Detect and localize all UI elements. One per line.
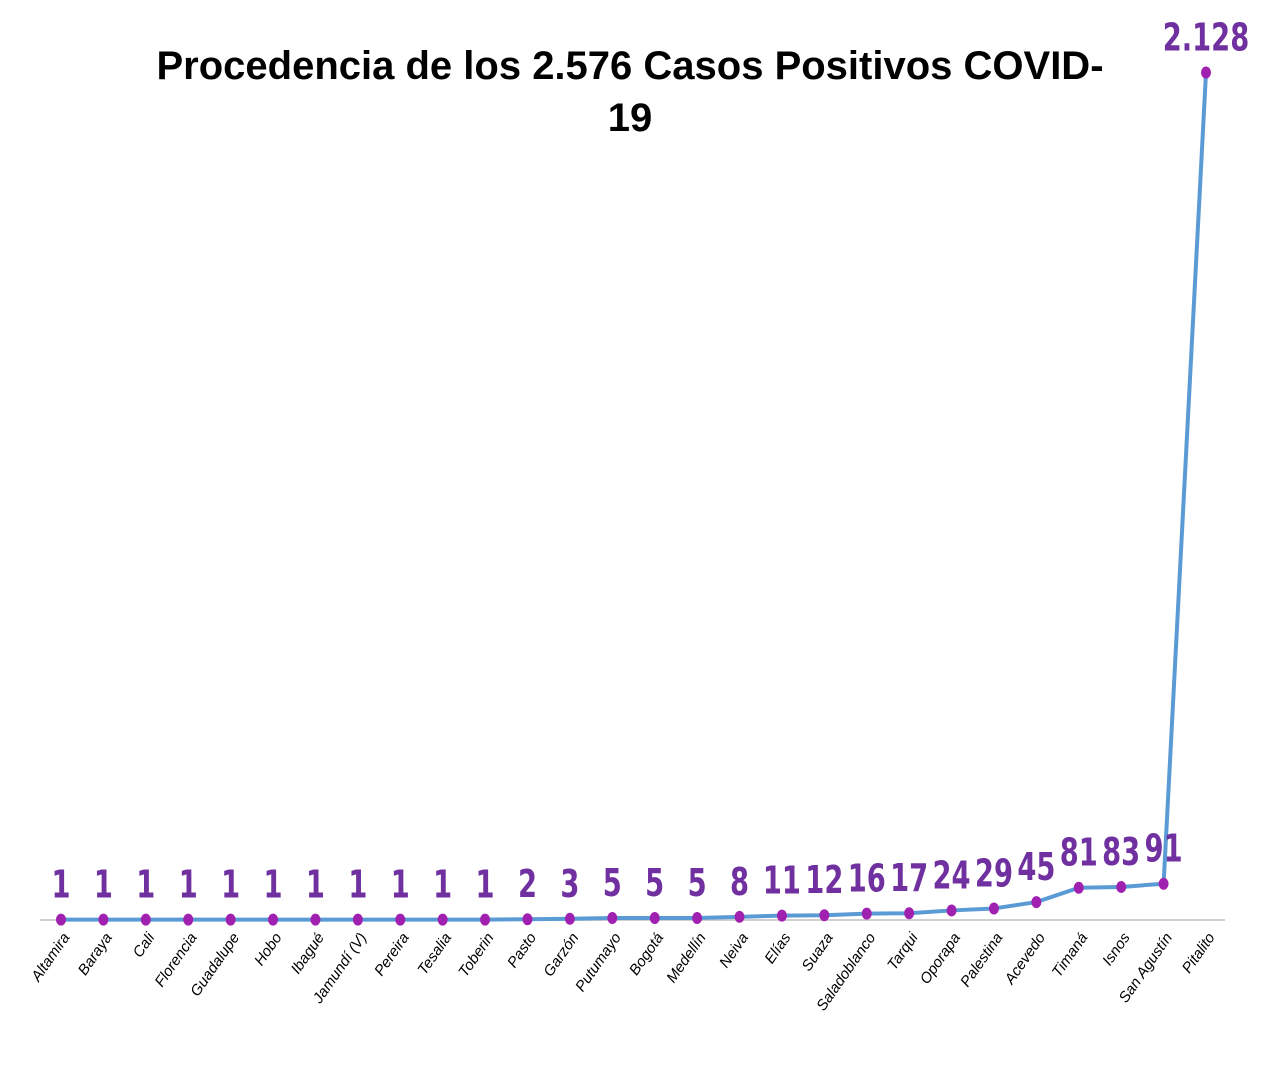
data-label: 12 [805,858,843,903]
data-label: 11 [763,858,801,903]
x-tick-label: Altamira [27,930,73,986]
marker [776,909,787,922]
x-tick-label: Pasto [504,930,540,971]
data-label: 1 [221,862,240,907]
x-tick-label: Pitalito [1179,930,1219,977]
data-label: 5 [688,860,707,905]
x-tick-label: Elías [761,929,794,966]
marker [56,913,66,926]
x-tick-label: Ibagué [288,930,328,977]
marker [734,910,745,923]
marker [140,913,151,926]
x-tick-label: Hobo [251,930,285,969]
x-tick-label: Neiva [716,930,752,971]
data-label: 17 [890,856,928,901]
marker [352,913,363,926]
x-tick-label: Cali [130,929,159,960]
x-tick-label: Tarqui [884,929,922,973]
line [61,72,1208,922]
marker [988,902,999,915]
marker [692,912,703,925]
marker [564,912,575,925]
data-label: 1 [306,862,325,907]
x-tick-label: Bogotá [626,930,667,979]
data-label: 45 [1017,845,1055,890]
data-label: 5 [603,860,622,905]
data-label: 29 [975,851,1013,896]
marker [268,913,279,926]
x-tick-label: Tesalia [414,930,455,978]
data-label: 1 [94,862,113,907]
x-tick-label: Pereira [371,930,413,979]
x-tick-label: Suaza [799,930,837,975]
x-tick-label: Acevedo [1001,930,1049,988]
data-label: 2 [518,862,537,907]
data-label: 83 [1102,829,1140,874]
data-label: 1 [136,862,155,907]
x-tick-label: Toberin [455,930,497,980]
marker [437,913,448,926]
data-label: 1 [51,862,70,907]
data-label: 5 [645,860,664,905]
x-tick-label: Medellín [663,930,709,986]
x-tick-label: Timaná [1049,930,1092,981]
data-label: 16 [848,856,886,901]
marker [310,913,321,926]
data-label: 1 [391,862,410,907]
marker [649,912,660,925]
marker [1158,877,1169,890]
marker [607,912,618,925]
data-label: 2.128 [1163,15,1250,60]
marker [183,913,194,926]
marker [1031,896,1042,909]
marker [946,904,957,917]
marker [480,913,491,926]
marker [1073,881,1084,894]
marker [522,913,533,926]
marker [819,909,830,922]
x-tick-label: Oporapa [917,930,964,988]
marker [1116,880,1127,893]
marker [395,913,406,926]
x-tick-label: Palestina [957,930,1006,990]
data-label: 3 [560,861,579,906]
data-label: 24 [933,853,971,898]
x-tick-label: Isnos [1099,929,1134,969]
data-label: 1 [348,862,367,907]
data-label: 91 [1145,826,1183,871]
x-tick-label: Garzón [540,930,582,980]
x-tick-label: Baraya [75,930,116,979]
data-label: 1 [433,862,452,907]
data-label: 1 [264,862,283,907]
marker [225,913,236,926]
chart-title: Procedencia de los 2.576 Casos Positivos… [156,44,1104,140]
marker [861,907,872,920]
data-label: 81 [1060,830,1098,875]
marker [904,907,915,920]
data-label: 8 [730,859,749,904]
marker [98,913,109,926]
marker [1201,66,1211,79]
data-label: 1 [476,862,495,907]
data-label: 1 [179,862,198,907]
